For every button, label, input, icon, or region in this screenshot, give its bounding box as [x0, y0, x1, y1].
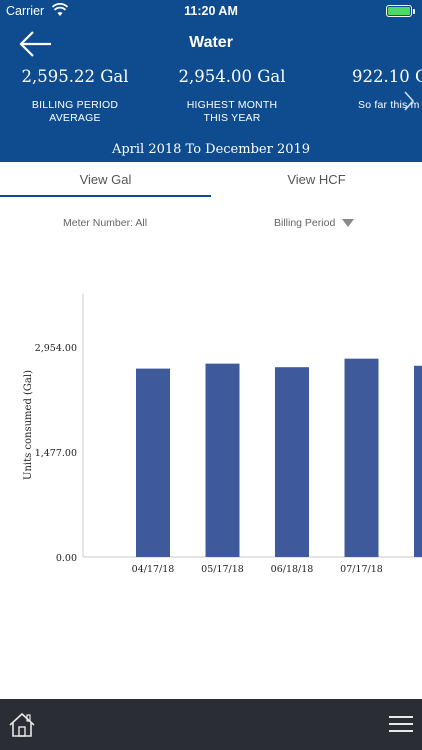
carrier-label: Carrier: [6, 4, 45, 18]
y-tick-label: 0.00: [56, 553, 77, 564]
meter-number-filter[interactable]: Meter Number: All: [63, 217, 148, 229]
stat-label-line: HIGHEST MONTH: [186, 99, 278, 111]
stat-highest-month: 2,954.00 Gal HIGHEST MONTH THIS YEAR: [157, 67, 307, 125]
stat-label-line: THIS YEAR: [203, 112, 261, 124]
stat-label-line: AVERAGE: [49, 112, 101, 124]
stat-so-far-this-month: 922.10 G So far this m: [352, 67, 422, 112]
y-tick-label: 2,954.00: [35, 343, 77, 354]
hamburger-menu-icon[interactable]: [389, 716, 413, 734]
bottom-nav-bar: [0, 699, 422, 750]
stat-label: HIGHEST MONTH THIS YEAR: [157, 99, 307, 125]
stat-label: So far this m: [358, 99, 422, 112]
x-tick-label: 07/17/18: [340, 564, 383, 575]
status-bar: Carrier 11:20 AM: [0, 0, 422, 22]
bar[interactable]: [344, 358, 379, 557]
active-tab-indicator: [0, 195, 211, 197]
unit-tabs: View Gal View HCF: [0, 162, 422, 198]
stat-billing-average: 2,595.22 Gal BILLING PERIOD AVERAGE: [0, 67, 150, 125]
wifi-icon: [52, 3, 68, 16]
battery-icon: [386, 5, 415, 17]
bar[interactable]: [136, 368, 170, 557]
stat-value: 922.10 G: [352, 67, 422, 86]
page-title: Water: [189, 34, 233, 51]
stat-value: 2,595.22 Gal: [21, 67, 129, 86]
tab-view-hcf[interactable]: View HCF: [287, 172, 346, 187]
clock: 11:20 AM: [184, 4, 238, 18]
stat-label-line: So far this m: [358, 99, 420, 111]
chevron-right-icon[interactable]: [402, 90, 416, 112]
back-arrow-icon[interactable]: [18, 30, 54, 58]
x-tick-label: 04/17/18: [132, 564, 175, 575]
date-range: April 2018 To December 2019: [111, 142, 311, 157]
y-tick-label: 1,477.00: [35, 448, 77, 459]
stat-label: BILLING PERIOD AVERAGE: [0, 99, 150, 125]
x-tick-label: 06/18/18: [271, 564, 314, 575]
bar[interactable]: [205, 363, 240, 557]
home-icon[interactable]: [8, 712, 36, 738]
stat-label-line: BILLING PERIOD: [31, 99, 119, 111]
tab-view-gal[interactable]: View Gal: [79, 172, 132, 187]
billing-period-filter[interactable]: Billing Period: [274, 217, 336, 229]
stat-value: 2,954.00 Gal: [178, 67, 286, 86]
bar[interactable]: [275, 367, 309, 557]
y-axis-title: Units consumed (Gal): [23, 370, 34, 480]
dropdown-caret-icon[interactable]: [342, 219, 354, 227]
x-tick-label: 05/17/18: [201, 564, 244, 575]
usage-bar-chart: Units consumed (Gal) 0.00 1,477.00 2,954.0…: [23, 294, 422, 575]
bar[interactable]: [414, 365, 422, 557]
header: Water 2,595.22 Gal BILLING PERIOD AVERAG…: [0, 22, 422, 162]
